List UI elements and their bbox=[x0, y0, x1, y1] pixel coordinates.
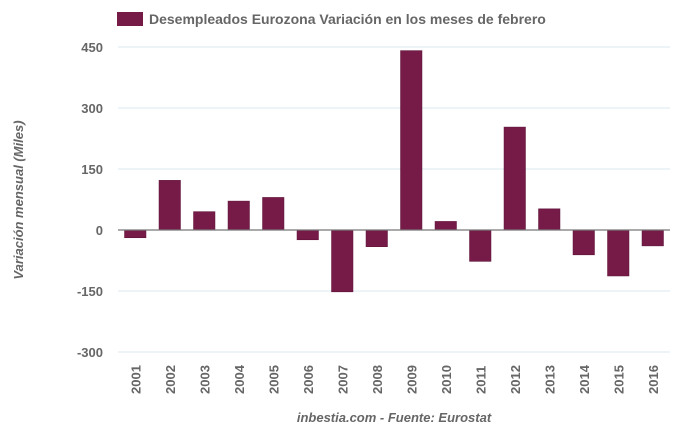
x-tick-label: 2016 bbox=[646, 365, 661, 394]
bar-2003 bbox=[193, 211, 216, 231]
bar-2011 bbox=[469, 229, 492, 262]
x-tick-label: 2013 bbox=[542, 365, 557, 394]
x-tick-label: 2010 bbox=[439, 365, 454, 394]
x-tick-label: 2005 bbox=[266, 365, 281, 394]
bar-2005 bbox=[262, 197, 285, 231]
bar-2004 bbox=[227, 200, 250, 231]
bar-2007 bbox=[331, 229, 354, 293]
y-tick-label: -150 bbox=[77, 284, 103, 299]
bar-2010 bbox=[434, 221, 457, 231]
y-tick-label: 450 bbox=[81, 40, 103, 55]
x-tick-label: 2011 bbox=[473, 366, 488, 394]
x-axis-ticks: 2001 2002 2003 2004 2005 2006 2007 2008 2009 2010… bbox=[128, 364, 661, 394]
x-tick-label: 2006 bbox=[301, 365, 316, 394]
y-tick-label: 150 bbox=[81, 162, 103, 177]
bar-2006 bbox=[296, 229, 319, 241]
bar-2002 bbox=[158, 180, 181, 231]
bars bbox=[124, 50, 664, 293]
y-tick-label: 300 bbox=[81, 101, 103, 116]
bar-2008 bbox=[365, 229, 388, 247]
y-tick-label: -300 bbox=[77, 345, 103, 360]
y-axis-ticks: 450 300 150 0 -150 -300 bbox=[77, 40, 103, 360]
bar-2012 bbox=[503, 126, 526, 231]
bar-2001 bbox=[124, 229, 147, 239]
x-tick-label: 2007 bbox=[335, 365, 350, 394]
x-tick-label: 2002 bbox=[163, 365, 178, 394]
bar-2014 bbox=[572, 229, 595, 256]
legend-swatch bbox=[117, 12, 143, 26]
y-tick-label: 0 bbox=[96, 223, 103, 238]
x-tick-label: 2014 bbox=[577, 364, 592, 394]
x-tick-label: 2004 bbox=[232, 364, 247, 394]
bar-2015 bbox=[607, 229, 630, 277]
legend-label: Desempleados Eurozona Variación en los m… bbox=[149, 11, 546, 27]
x-tick-label: 2009 bbox=[404, 365, 419, 394]
x-tick-label: 2012 bbox=[508, 365, 523, 394]
bar-2016 bbox=[641, 229, 664, 247]
x-tick-label: 2015 bbox=[611, 365, 626, 394]
bar-2009 bbox=[400, 50, 423, 231]
x-tick-label: 2001 bbox=[128, 365, 143, 394]
x-tick-label: 2008 bbox=[370, 365, 385, 394]
gridlines bbox=[118, 46, 670, 353]
x-tick-label: 2003 bbox=[197, 365, 212, 394]
bar-2013 bbox=[538, 208, 561, 231]
x-axis-label: inbestia.com - Fuente: Eurostat bbox=[297, 410, 492, 425]
legend: Desempleados Eurozona Variación en los m… bbox=[117, 11, 546, 27]
y-axis-label: Variación mensual (Miles) bbox=[11, 120, 26, 279]
